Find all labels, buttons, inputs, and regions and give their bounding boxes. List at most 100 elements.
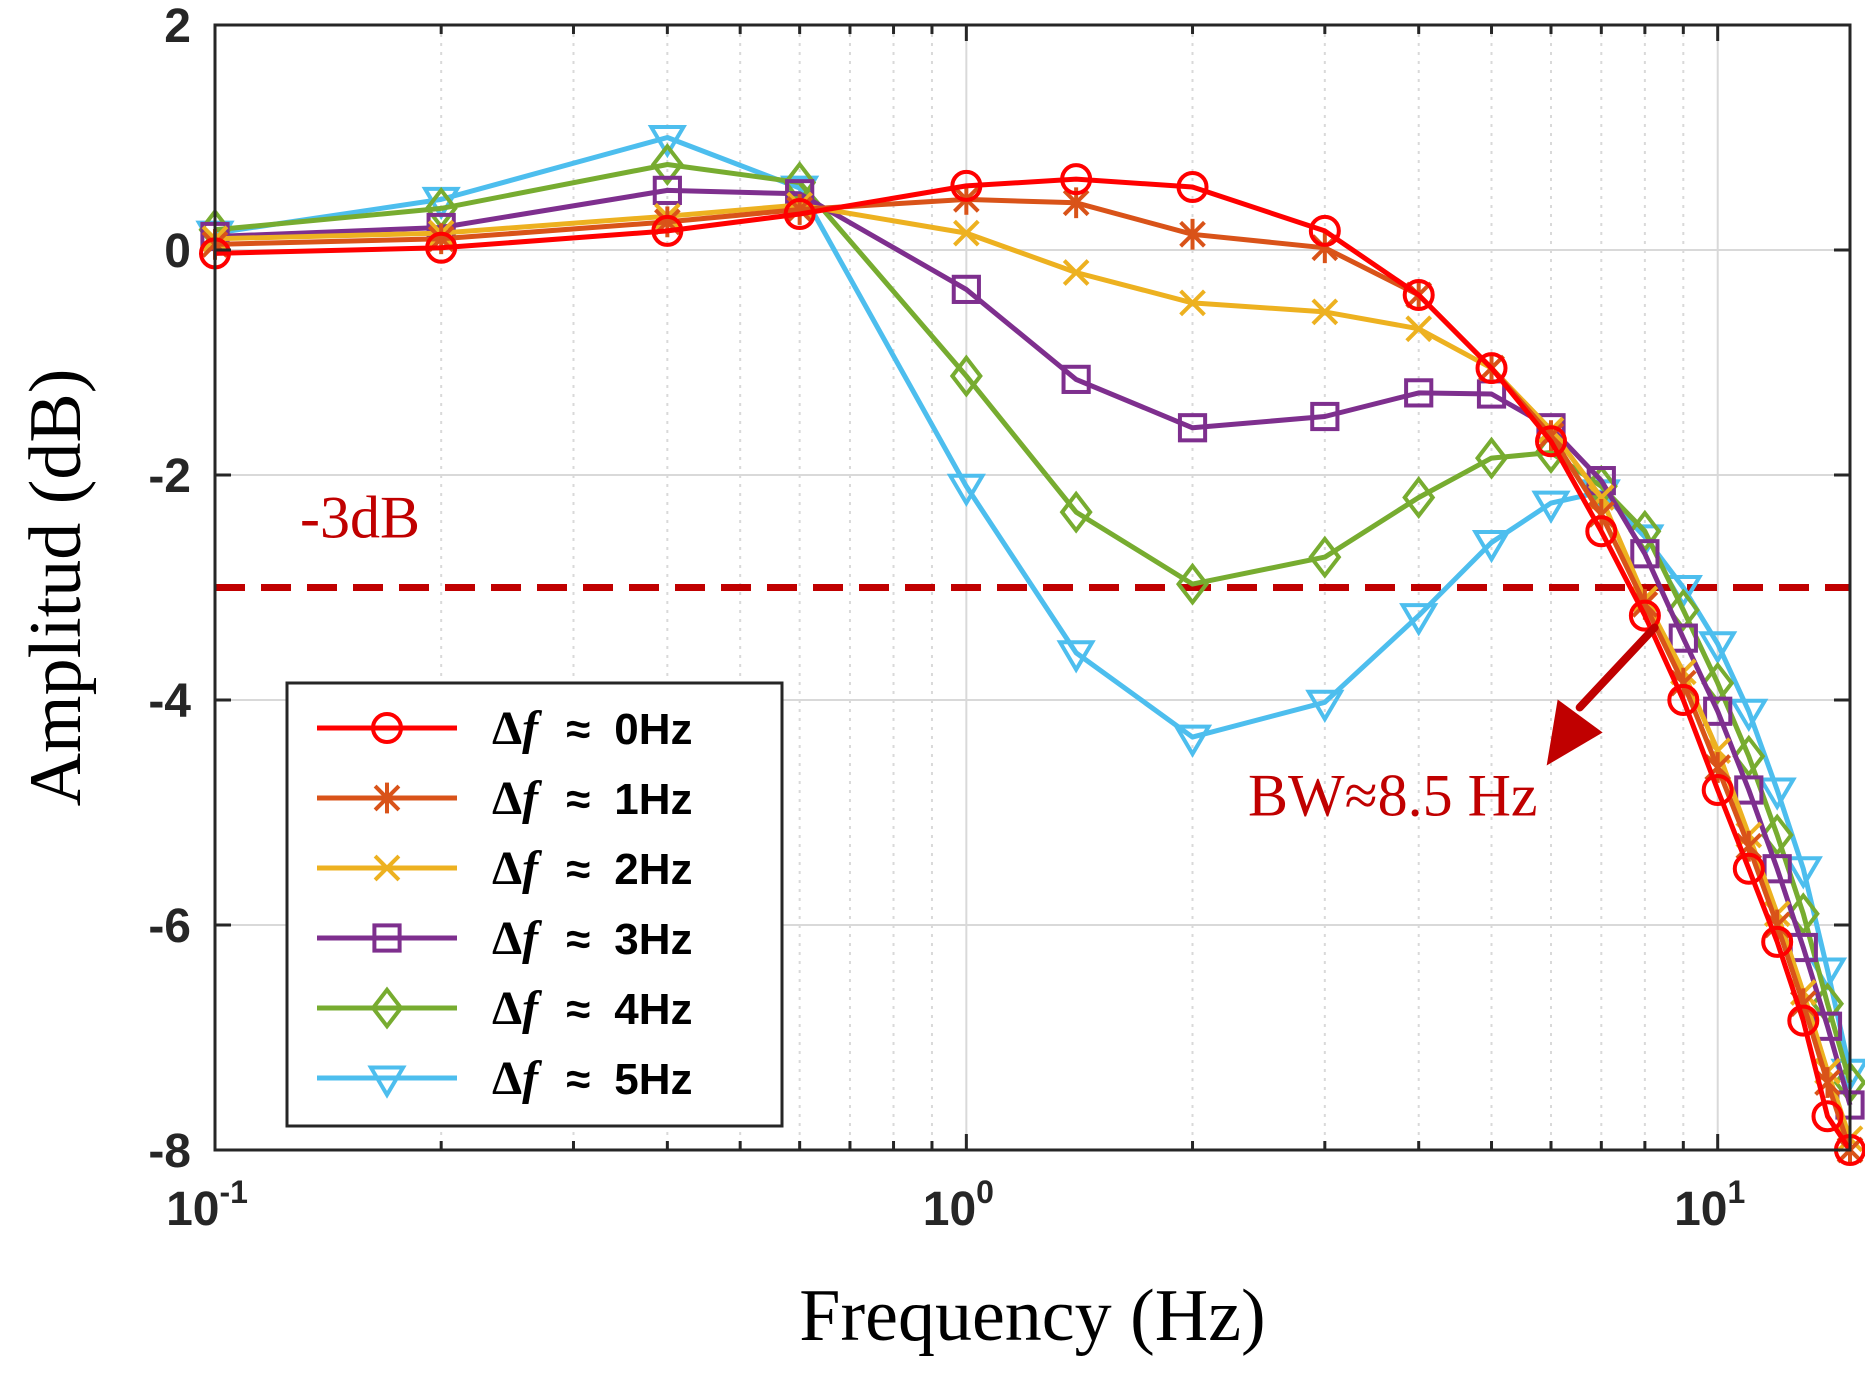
legend-f-symbol: f xyxy=(522,842,542,895)
x-tick-base: 10 xyxy=(1674,1183,1727,1236)
data-point-marker xyxy=(425,231,458,264)
legend-entry: Δf ≈1Hz xyxy=(317,772,692,825)
y-tick-label: -2 xyxy=(148,450,191,503)
legend-approx: ≈ xyxy=(566,985,590,1034)
data-point-marker xyxy=(1786,892,1820,936)
data-point-marker xyxy=(1062,259,1090,286)
data-point-marker xyxy=(1475,352,1508,385)
x-tick-base: 10 xyxy=(923,1183,976,1236)
x-tick-base: 10 xyxy=(166,1183,219,1236)
y-tick-label: -6 xyxy=(148,900,191,953)
legend-box xyxy=(285,681,784,1128)
data-point-marker xyxy=(783,198,816,230)
y-tick-label: -8 xyxy=(148,1125,191,1178)
data-point-marker xyxy=(1761,925,1794,958)
data-point-marker xyxy=(1179,218,1206,250)
series-layer xyxy=(195,125,1865,1166)
data-point-marker xyxy=(1760,813,1794,857)
data-point-marker xyxy=(1703,696,1733,726)
marker-stroke xyxy=(373,854,401,882)
data-point-marker xyxy=(367,1065,407,1099)
data-point-marker xyxy=(1176,171,1209,203)
marker-stroke xyxy=(953,219,980,247)
legend-f-symbol: f xyxy=(522,982,542,1035)
data-point-marker xyxy=(1059,490,1093,534)
data-point-marker xyxy=(1311,298,1339,326)
legend-series-name: 0Hz xyxy=(614,705,692,754)
legend-delta-f: Δf xyxy=(492,982,542,1035)
legend-approx: ≈ xyxy=(566,845,590,894)
data-point-marker xyxy=(1405,315,1433,343)
legend-delta-symbol: Δ xyxy=(492,842,522,895)
tick-marks xyxy=(213,23,1850,1152)
data-point-marker xyxy=(372,923,402,953)
data-point-marker xyxy=(1060,163,1093,196)
x-tick-exponent: 1 xyxy=(1727,1174,1745,1210)
data-point-marker xyxy=(650,143,684,186)
legend-approx: ≈ xyxy=(566,775,590,824)
data-point-marker xyxy=(1531,490,1571,524)
data-point-marker xyxy=(1783,856,1823,890)
series-0hz xyxy=(199,163,1865,1166)
data-point-marker xyxy=(1757,777,1797,811)
data-point-marker xyxy=(1732,852,1765,885)
bandwidth-arrow xyxy=(1575,623,1659,712)
data-point-marker xyxy=(1701,774,1734,806)
data-point-marker xyxy=(1701,661,1735,705)
tick-labels: 20-2-4-6-810-1 100 101 xyxy=(148,0,1745,1236)
legend-label: Δf ≈4Hz xyxy=(492,982,692,1035)
legend-delta-f: Δf xyxy=(492,1052,542,1105)
data-point-marker xyxy=(652,175,682,205)
data-point-marker xyxy=(1172,724,1213,758)
data-point-marker xyxy=(1404,378,1434,408)
data-point-marker xyxy=(1399,603,1439,637)
data-point-marker xyxy=(1585,515,1618,548)
marker-stroke xyxy=(1405,315,1433,343)
data-point-marker xyxy=(1061,364,1091,394)
x-tick-label: 100 xyxy=(923,1174,994,1236)
data-point-marker xyxy=(1308,214,1341,247)
legend-entry: Δf ≈5Hz xyxy=(317,1052,692,1105)
data-point-marker xyxy=(373,782,401,814)
marker-stroke xyxy=(1311,298,1339,326)
data-point-marker xyxy=(1628,599,1661,632)
legend-entry: Δf ≈4Hz xyxy=(317,982,692,1035)
legend-f-symbol: f xyxy=(522,912,542,965)
data-point-marker xyxy=(370,986,404,1030)
x-tick-exponent: -1 xyxy=(219,1174,247,1210)
data-point-marker xyxy=(1056,640,1096,674)
data-point-marker xyxy=(1732,734,1766,778)
legend-entry: Δf ≈0Hz xyxy=(317,702,692,755)
data-point-marker xyxy=(951,274,981,304)
data-point-marker xyxy=(1471,530,1512,564)
y-axis-title: Amplitud (dB) xyxy=(15,369,97,807)
data-point-marker xyxy=(950,169,983,202)
data-point-marker xyxy=(1668,623,1698,653)
y-tick-label: 2 xyxy=(164,0,191,53)
legend-approx: ≈ xyxy=(566,705,590,754)
x-tick-label: 101 xyxy=(1674,1174,1745,1236)
bandwidth-label: BW≈8.5 Hz xyxy=(1248,763,1538,829)
legend-entry: Δf ≈3Hz xyxy=(317,912,692,965)
legend-entry: Δf ≈2Hz xyxy=(317,842,692,895)
series-line xyxy=(214,135,1853,1072)
data-point-marker xyxy=(1811,1100,1844,1133)
bandwidth-annotation: BW≈8.5 Hz xyxy=(1248,623,1659,829)
axes-box xyxy=(213,23,1852,1152)
legend-delta-symbol: Δ xyxy=(492,702,522,755)
x-axis-title: Frequency (Hz) xyxy=(799,1275,1265,1357)
legend-label: Δf ≈5Hz xyxy=(492,1052,692,1105)
legend-delta-f: Δf xyxy=(492,772,542,825)
data-point-marker xyxy=(651,214,684,247)
legend-series-name: 4Hz xyxy=(614,985,692,1034)
legend-f-symbol: f xyxy=(522,772,542,825)
legend-delta-f: Δf xyxy=(492,912,542,965)
legend-series-name: 3Hz xyxy=(614,915,692,964)
bandwidth-arrow-head xyxy=(1546,699,1603,766)
data-point-marker xyxy=(1535,425,1568,458)
data-point-marker xyxy=(1729,698,1769,732)
legend-f-symbol: f xyxy=(522,702,542,755)
legend-delta-symbol: Δ xyxy=(492,1052,522,1105)
legend-delta-f: Δf xyxy=(492,842,542,895)
